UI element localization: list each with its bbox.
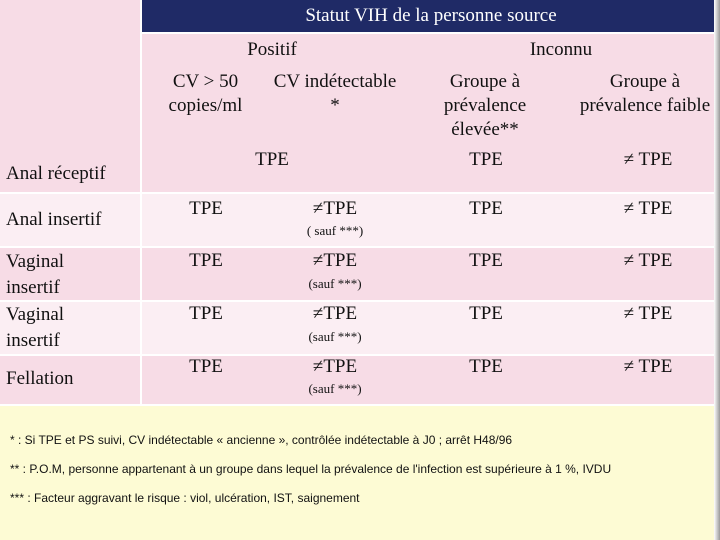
cell-note: (sauf ***) [308,329,362,344]
cell-note: (sauf ***) [308,381,362,396]
row-bg-anal-insertif [0,194,720,246]
footnote-panel [0,406,720,540]
header-cv-50: CV > 50 copies/ml [168,71,243,116]
cell-tpe: TPE [189,198,223,219]
header-cv-undetectable: CV indétectable * [273,71,397,116]
corner-cell [0,0,140,192]
row-bg-vaginal-2 [0,302,720,354]
cell-tpe: TPE [189,250,223,271]
cell-not-tpe: ≠TPE [312,198,358,219]
header-band [142,34,720,192]
cell-not-tpe: ≠ TPE [623,356,673,377]
cell-not-tpe: ≠ TPE [623,149,673,170]
header-high-prevalence: Groupe à prévalence élevée** [443,71,527,140]
row-label-vaginal-insertif: Vaginal insertif [6,304,65,351]
table-title: Statut VIH de la personne source [305,5,557,26]
cell-not-tpe: ≠TPE [312,303,358,324]
cell-tpe: TPE [469,198,503,219]
cell-tpe: TPE [469,149,503,170]
footnote-1: * : Si TPE et PS suivi, CV indétectable … [10,433,513,447]
footnote-2: ** : P.O.M, personne appartenant à un gr… [10,462,612,476]
row-label-vaginal-insertif: Vaginal insertif [6,251,65,298]
cell-not-tpe: ≠ TPE [623,250,673,271]
cell-tpe: TPE [469,303,503,324]
header-unknown: Inconnu [529,39,593,60]
row-bg-vaginal-1 [0,248,720,300]
header-positive: Positif [247,39,297,60]
cell-not-tpe: ≠TPE [312,356,358,377]
cell-not-tpe: ≠ TPE [623,303,673,324]
cell-tpe: TPE [469,250,503,271]
footnote-3: *** : Facteur aggravant le risque : viol… [10,491,360,505]
row-label-anal-insertif: Anal insertif [6,209,102,230]
cell-tpe: TPE [469,356,503,377]
title-bar [142,0,720,32]
row-label-anal-receptif: Anal réceptif [6,163,106,184]
page-edge-shadow [714,0,720,540]
cell-tpe: TPE [255,149,289,170]
cell-not-tpe: ≠TPE [312,250,358,271]
header-low-prevalence: Groupe à prévalence faible [579,71,711,116]
cell-note: (sauf ***) [308,276,362,291]
row-label-fellation: Fellation [6,368,74,389]
cell-note: ( sauf ***) [306,223,364,238]
cell-tpe: TPE [189,356,223,377]
cell-tpe: TPE [189,303,223,324]
row-bg-fellation [0,356,720,404]
cell-not-tpe: ≠ TPE [623,198,673,219]
